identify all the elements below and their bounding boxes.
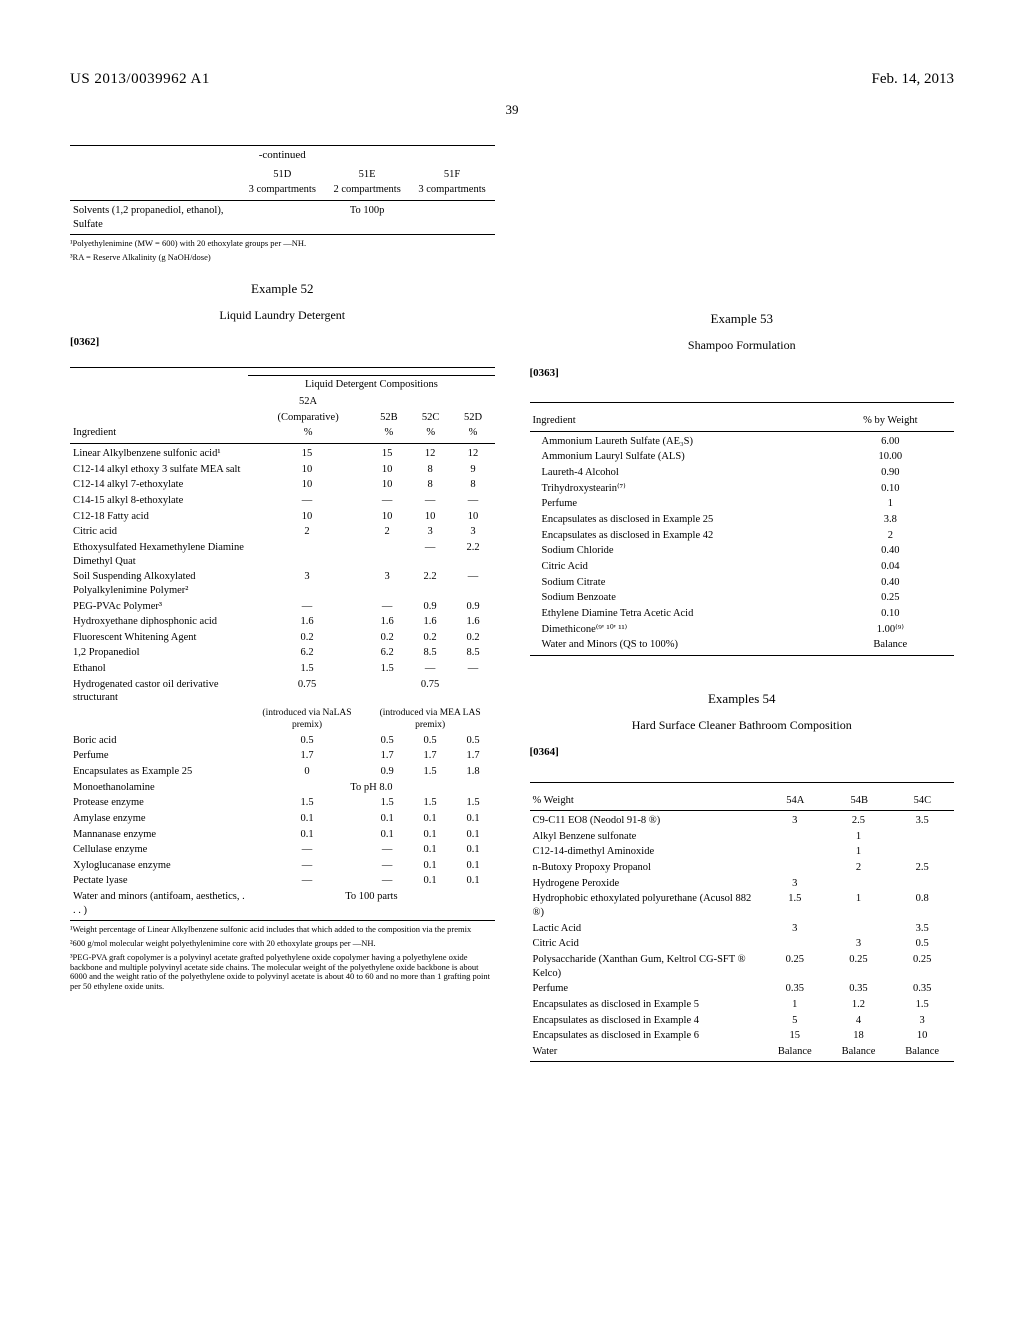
table-row: Solvents (1,2 propanediol, ethanol), Sul… xyxy=(70,203,495,232)
table-row: (Comparative) 52B 52C 52D xyxy=(70,410,495,426)
table-51-continued: -continued 51D 51E 51F 3 compartments 2 … xyxy=(70,145,495,262)
table-row: Soil Suspending Alkoxylated Polyalkyleni… xyxy=(70,569,495,598)
table-row: Perfume0.350.350.35 xyxy=(530,981,955,997)
table-row: Hydrogenated castor oil derivative struc… xyxy=(70,677,495,706)
table-row: Encapsulates as disclosed in Example 454… xyxy=(530,1013,955,1029)
table-row: C12-18 Fatty acid10101010 xyxy=(70,509,495,525)
table-row: Trihydroxystearin⁽⁷⁾0.10 xyxy=(530,481,955,497)
table-row: Amylase enzyme0.10.10.10.1 xyxy=(70,811,495,827)
table-row: Citric acid2233 xyxy=(70,524,495,540)
table-row: Pectate lyase——0.10.1 xyxy=(70,873,495,889)
table-row: Ingredient % % % % xyxy=(70,425,495,441)
table-row: Perfume1.71.71.71.7 xyxy=(70,748,495,764)
table-row: Ethoxysulfated Hexamethylene Diamine Dim… xyxy=(70,540,495,569)
table-row: Ingredient % by Weight xyxy=(530,413,955,429)
table-row: Ammonium Lauryl Sulfate (ALS)10.00 xyxy=(530,449,955,465)
table-row: Citric Acid0.04 xyxy=(530,559,955,575)
publication-date: Feb. 14, 2013 xyxy=(872,70,955,90)
publication-number: US 2013/0039962 A1 xyxy=(70,70,210,90)
table-52-body: Linear Alkylbenzene sulfonic acid¹151512… xyxy=(70,446,495,918)
table-row: Encapsulates as Example 2500.91.51.8 xyxy=(70,764,495,780)
table-row: C9-C11 EO8 (Neodol 91-8 ®)32.53.5 xyxy=(530,813,955,829)
table-row: % Weight 54A 54B 54C xyxy=(530,793,955,809)
table-54-body: C9-C11 EO8 (Neodol 91-8 ®)32.53.5Alkyl B… xyxy=(530,813,955,1059)
paragraph-number: [0363] xyxy=(530,366,955,380)
table-row: Boric acid0.50.50.50.5 xyxy=(70,733,495,749)
table-row: Encapsulates as disclosed in Example 253… xyxy=(530,512,955,528)
table-51-body: Solvents (1,2 propanediol, ethanol), Sul… xyxy=(70,203,495,232)
table-row: Lactic Acid33.5 xyxy=(530,921,955,937)
example-54-subtitle: Hard Surface Cleaner Bathroom Compositio… xyxy=(530,718,955,734)
table-row: Encapsulates as disclosed in Example 615… xyxy=(530,1028,955,1044)
table-row: C12-14-dimethyl Aminoxide1 xyxy=(530,844,955,860)
table-53-header: Ingredient % by Weight xyxy=(530,413,955,429)
table-row: Perfume1 xyxy=(530,496,955,512)
table-row: Xyloglucanase enzyme——0.10.1 xyxy=(70,858,495,874)
table-row: Ethylene Diamine Tetra Acetic Acid0.10 xyxy=(530,606,955,622)
table-row: Laureth-4 Alcohol0.90 xyxy=(530,465,955,481)
table-row: Encapsulates as disclosed in Example 422 xyxy=(530,528,955,544)
table-row: Water and minors (antifoam, aesthetics, … xyxy=(70,889,495,918)
table-row: MonoethanolamineTo pH 8.0 xyxy=(70,780,495,796)
table-row: Hydroxyethane diphosphonic acid1.61.61.6… xyxy=(70,614,495,630)
table-row: PEG-PVAc Polymer³——0.90.9 xyxy=(70,599,495,615)
page-header: US 2013/0039962 A1 Feb. 14, 2013 xyxy=(70,70,954,90)
table-row: Ethanol1.51.5—— xyxy=(70,661,495,677)
left-column: -continued 51D 51E 51F 3 compartments 2 … xyxy=(70,143,495,1064)
table-row: n-Butoxy Propoxy Propanol22.5 xyxy=(530,860,955,876)
paragraph-number: [0364] xyxy=(530,745,955,759)
right-column: Example 53 Shampoo Formulation [0363] In… xyxy=(530,143,955,1064)
table-row: Sodium Benzoate0.25 xyxy=(530,590,955,606)
table-row: C12-14 alkyl 7-ethoxylate101088 xyxy=(70,477,495,493)
example-53-title: Example 53 xyxy=(530,311,955,328)
table-row: Liquid Detergent Compositions xyxy=(70,370,495,395)
table-row: Encapsulates as disclosed in Example 511… xyxy=(530,997,955,1013)
table-row: Alkyl Benzene sulfonate1 xyxy=(530,829,955,845)
table-row: 51D 51E 51F xyxy=(70,167,495,183)
table-row: Citric Acid30.5 xyxy=(530,936,955,952)
content-columns: -continued 51D 51E 51F 3 compartments 2 … xyxy=(70,143,954,1064)
table-row: Mannanase enzyme0.10.10.10.1 xyxy=(70,827,495,843)
footnote: ¹Polyethylenimine (MW = 600) with 20 eth… xyxy=(70,239,495,249)
example-53-subtitle: Shampoo Formulation xyxy=(530,338,955,354)
example-52-subtitle: Liquid Laundry Detergent xyxy=(70,308,495,324)
table-row: Ammonium Laureth Sulfate (AE₃S)6.00 xyxy=(530,434,955,450)
paragraph-number: [0362] xyxy=(70,335,495,349)
table-row: C12-14 alkyl ethoxy 3 sulfate MEA salt10… xyxy=(70,462,495,478)
table-row: 3 compartments 2 compartments 3 compartm… xyxy=(70,182,495,198)
table-row: Hydrogene Peroxide3 xyxy=(530,876,955,892)
footnote: ¹Weight percentage of Linear Alkylbenzen… xyxy=(70,925,495,935)
table-row: C14-15 alkyl 8-ethoxylate———— xyxy=(70,493,495,509)
table-row: Sodium Citrate0.40 xyxy=(530,575,955,591)
footnote: ³RA = Reserve Alkalinity (g NaOH/dose) xyxy=(70,253,495,263)
table-row: Polysaccharide (Xanthan Gum, Keltrol CG-… xyxy=(530,952,955,981)
footnote: ²600 g/mol molecular weight polyethyleni… xyxy=(70,939,495,949)
table-row: Sodium Chloride0.40 xyxy=(530,543,955,559)
page-number: 39 xyxy=(70,102,954,119)
table-row: Dimethicone⁽⁹' ¹⁰' ¹¹⁾1.00⁽⁹⁾ xyxy=(530,622,955,638)
table-row: Water and Minors (QS to 100%)Balance xyxy=(530,637,955,653)
table-51: 51D 51E 51F 3 compartments 2 compartment… xyxy=(70,167,495,198)
footnote: ³PEG-PVA graft copolymer is a polyvinyl … xyxy=(70,953,495,992)
example-54-title: Examples 54 xyxy=(530,691,955,708)
table-54-header: % Weight 54A 54B 54C xyxy=(530,793,955,809)
table-row: Protease enzyme1.51.51.51.5 xyxy=(70,795,495,811)
continued-label: -continued xyxy=(70,148,495,162)
table-52-header: Liquid Detergent Compositions 52A (Compa… xyxy=(70,370,495,442)
example-52-title: Example 52 xyxy=(70,281,495,298)
table-row: Fluorescent Whitening Agent0.20.20.20.2 xyxy=(70,630,495,646)
table-row: Cellulase enzyme——0.10.1 xyxy=(70,842,495,858)
table-row: Hydrophobic ethoxylated polyurethane (Ac… xyxy=(530,891,955,920)
table-row: WaterBalanceBalanceBalance xyxy=(530,1044,955,1060)
table-row: Linear Alkylbenzene sulfonic acid¹151512… xyxy=(70,446,495,462)
table-53-body: Ammonium Laureth Sulfate (AE₃S)6.00Ammon… xyxy=(530,434,955,653)
table-row: 1,2 Propanediol6.26.28.58.5 xyxy=(70,645,495,661)
table-row: (introduced via NaLAS premix)(introduced… xyxy=(70,706,495,733)
table-row: 52A xyxy=(70,394,495,410)
